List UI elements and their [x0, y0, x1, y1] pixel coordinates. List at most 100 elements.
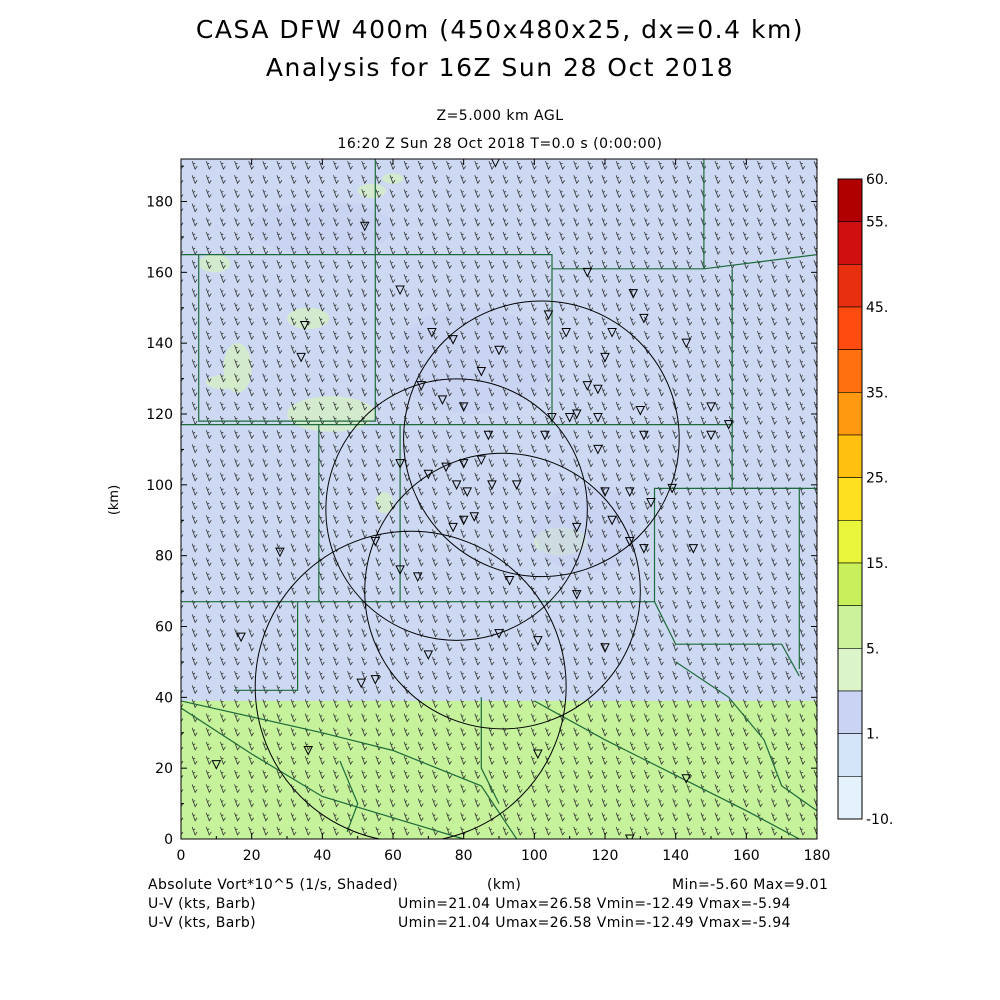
station-marker	[547, 413, 557, 423]
station-marker	[448, 335, 458, 345]
x-tick-label: 40	[313, 848, 331, 864]
county-line	[318, 487, 733, 603]
station-marker	[476, 455, 487, 466]
station-marker	[211, 760, 222, 770]
wind-barbs	[181, 160, 817, 836]
station-marker	[487, 480, 497, 490]
county-line	[728, 487, 800, 669]
station-marker	[646, 498, 656, 508]
station-marker	[476, 367, 487, 377]
station-marker	[370, 537, 381, 547]
y-tick-label: 80	[155, 549, 173, 565]
county-line	[339, 760, 359, 833]
vorticity-patch	[357, 183, 386, 198]
station-marker	[275, 547, 285, 558]
shaded-field	[181, 159, 817, 839]
station-marker	[469, 512, 480, 522]
county-line	[181, 700, 518, 839]
station-marker	[639, 313, 649, 324]
y-tick-label: 0	[164, 832, 173, 848]
station-marker	[458, 402, 469, 413]
station-marker	[395, 285, 405, 296]
colorbar-swatch	[837, 605, 863, 649]
x-tick-label: 20	[243, 848, 261, 864]
station-marker	[303, 745, 314, 756]
colorbar-label: 55.	[866, 215, 888, 231]
station-marker	[593, 413, 603, 423]
colorbar-label: 25.	[866, 471, 888, 487]
station-marker	[639, 544, 649, 554]
county-line	[480, 697, 500, 804]
title-line-1: CASA DFW 400m (450x480x25, dx=0.4 km)	[195, 15, 805, 44]
colorbar-frame	[837, 178, 863, 820]
station-marker	[494, 629, 504, 639]
station-marker	[416, 381, 427, 391]
vorticity-patch	[393, 307, 552, 414]
station-marker	[494, 345, 504, 356]
station-marker	[582, 381, 593, 391]
county-line	[181, 707, 464, 839]
vorticity-patch	[534, 484, 641, 574]
station-marker	[582, 267, 593, 278]
field3-label: U-V (kts, Barb)	[148, 915, 257, 931]
x-tick-label: 80	[455, 848, 473, 864]
colorbar-swatch	[837, 477, 863, 521]
field2-label: U-V (kts, Barb)	[148, 896, 257, 912]
x-tick-label: 120	[592, 848, 619, 864]
station-marker	[635, 405, 646, 416]
station-marker	[628, 289, 639, 299]
station-marker	[370, 675, 381, 685]
station-marker	[564, 413, 575, 423]
y-axis-label: (km)	[107, 485, 122, 515]
station-marker	[639, 430, 649, 441]
station-marker	[706, 430, 716, 441]
y-tick-label: 180	[146, 195, 173, 211]
station-marker	[543, 310, 554, 320]
station-marker	[458, 515, 469, 526]
station-marker	[462, 487, 473, 498]
colorbar-swatch	[837, 562, 863, 606]
colorbar-swatch	[837, 648, 863, 692]
station-marker	[533, 749, 543, 760]
colorbar-swatch	[837, 178, 863, 222]
station-marker	[600, 352, 610, 363]
vorticity-patch	[251, 201, 393, 255]
station-marker	[681, 338, 692, 349]
colorbar-swatch	[837, 264, 863, 308]
station-marker	[624, 834, 635, 839]
station-marker	[571, 590, 582, 600]
station-marker	[688, 544, 699, 554]
station-marker	[607, 328, 617, 338]
colorbar-label: -10.	[866, 812, 893, 828]
station-marker	[504, 575, 515, 586]
colorbar-label: 5.	[866, 641, 879, 657]
station-marker	[624, 537, 635, 547]
y-tick-label: 140	[146, 336, 173, 352]
colorbar-label: 45.	[866, 300, 888, 316]
station-marker	[448, 522, 458, 533]
colorbar-swatch	[837, 520, 863, 564]
colorbar-swatch	[837, 733, 863, 777]
station-marker	[299, 320, 310, 331]
colorbar-swatch	[837, 434, 863, 478]
county-boundaries	[181, 159, 817, 839]
level-label: Z=5.000 km AGL	[436, 108, 564, 124]
colorbar-label: 15.	[866, 556, 888, 572]
radar-ring	[403, 300, 680, 578]
station-marker	[723, 420, 734, 430]
station-marker	[427, 328, 437, 338]
station-marker	[356, 678, 367, 689]
station-marker	[593, 444, 603, 455]
station-marker	[458, 459, 469, 469]
radar-ring	[325, 378, 588, 641]
axis-ticks: 0 20 40 60 80 100 120 140 160 180 0 20 40 60 80 100 120 1…	[146, 159, 830, 864]
colorbar-swatch	[837, 690, 863, 734]
station-marker	[600, 487, 610, 498]
county-line	[703, 254, 817, 270]
colorbar-swatch	[837, 776, 863, 820]
x-tick-label: 140	[662, 848, 689, 864]
vorticity-patch	[198, 254, 231, 273]
field1-label: Absolute Vort*10^5 (1/s, Shaded)	[148, 877, 399, 893]
station-marker	[451, 480, 462, 490]
